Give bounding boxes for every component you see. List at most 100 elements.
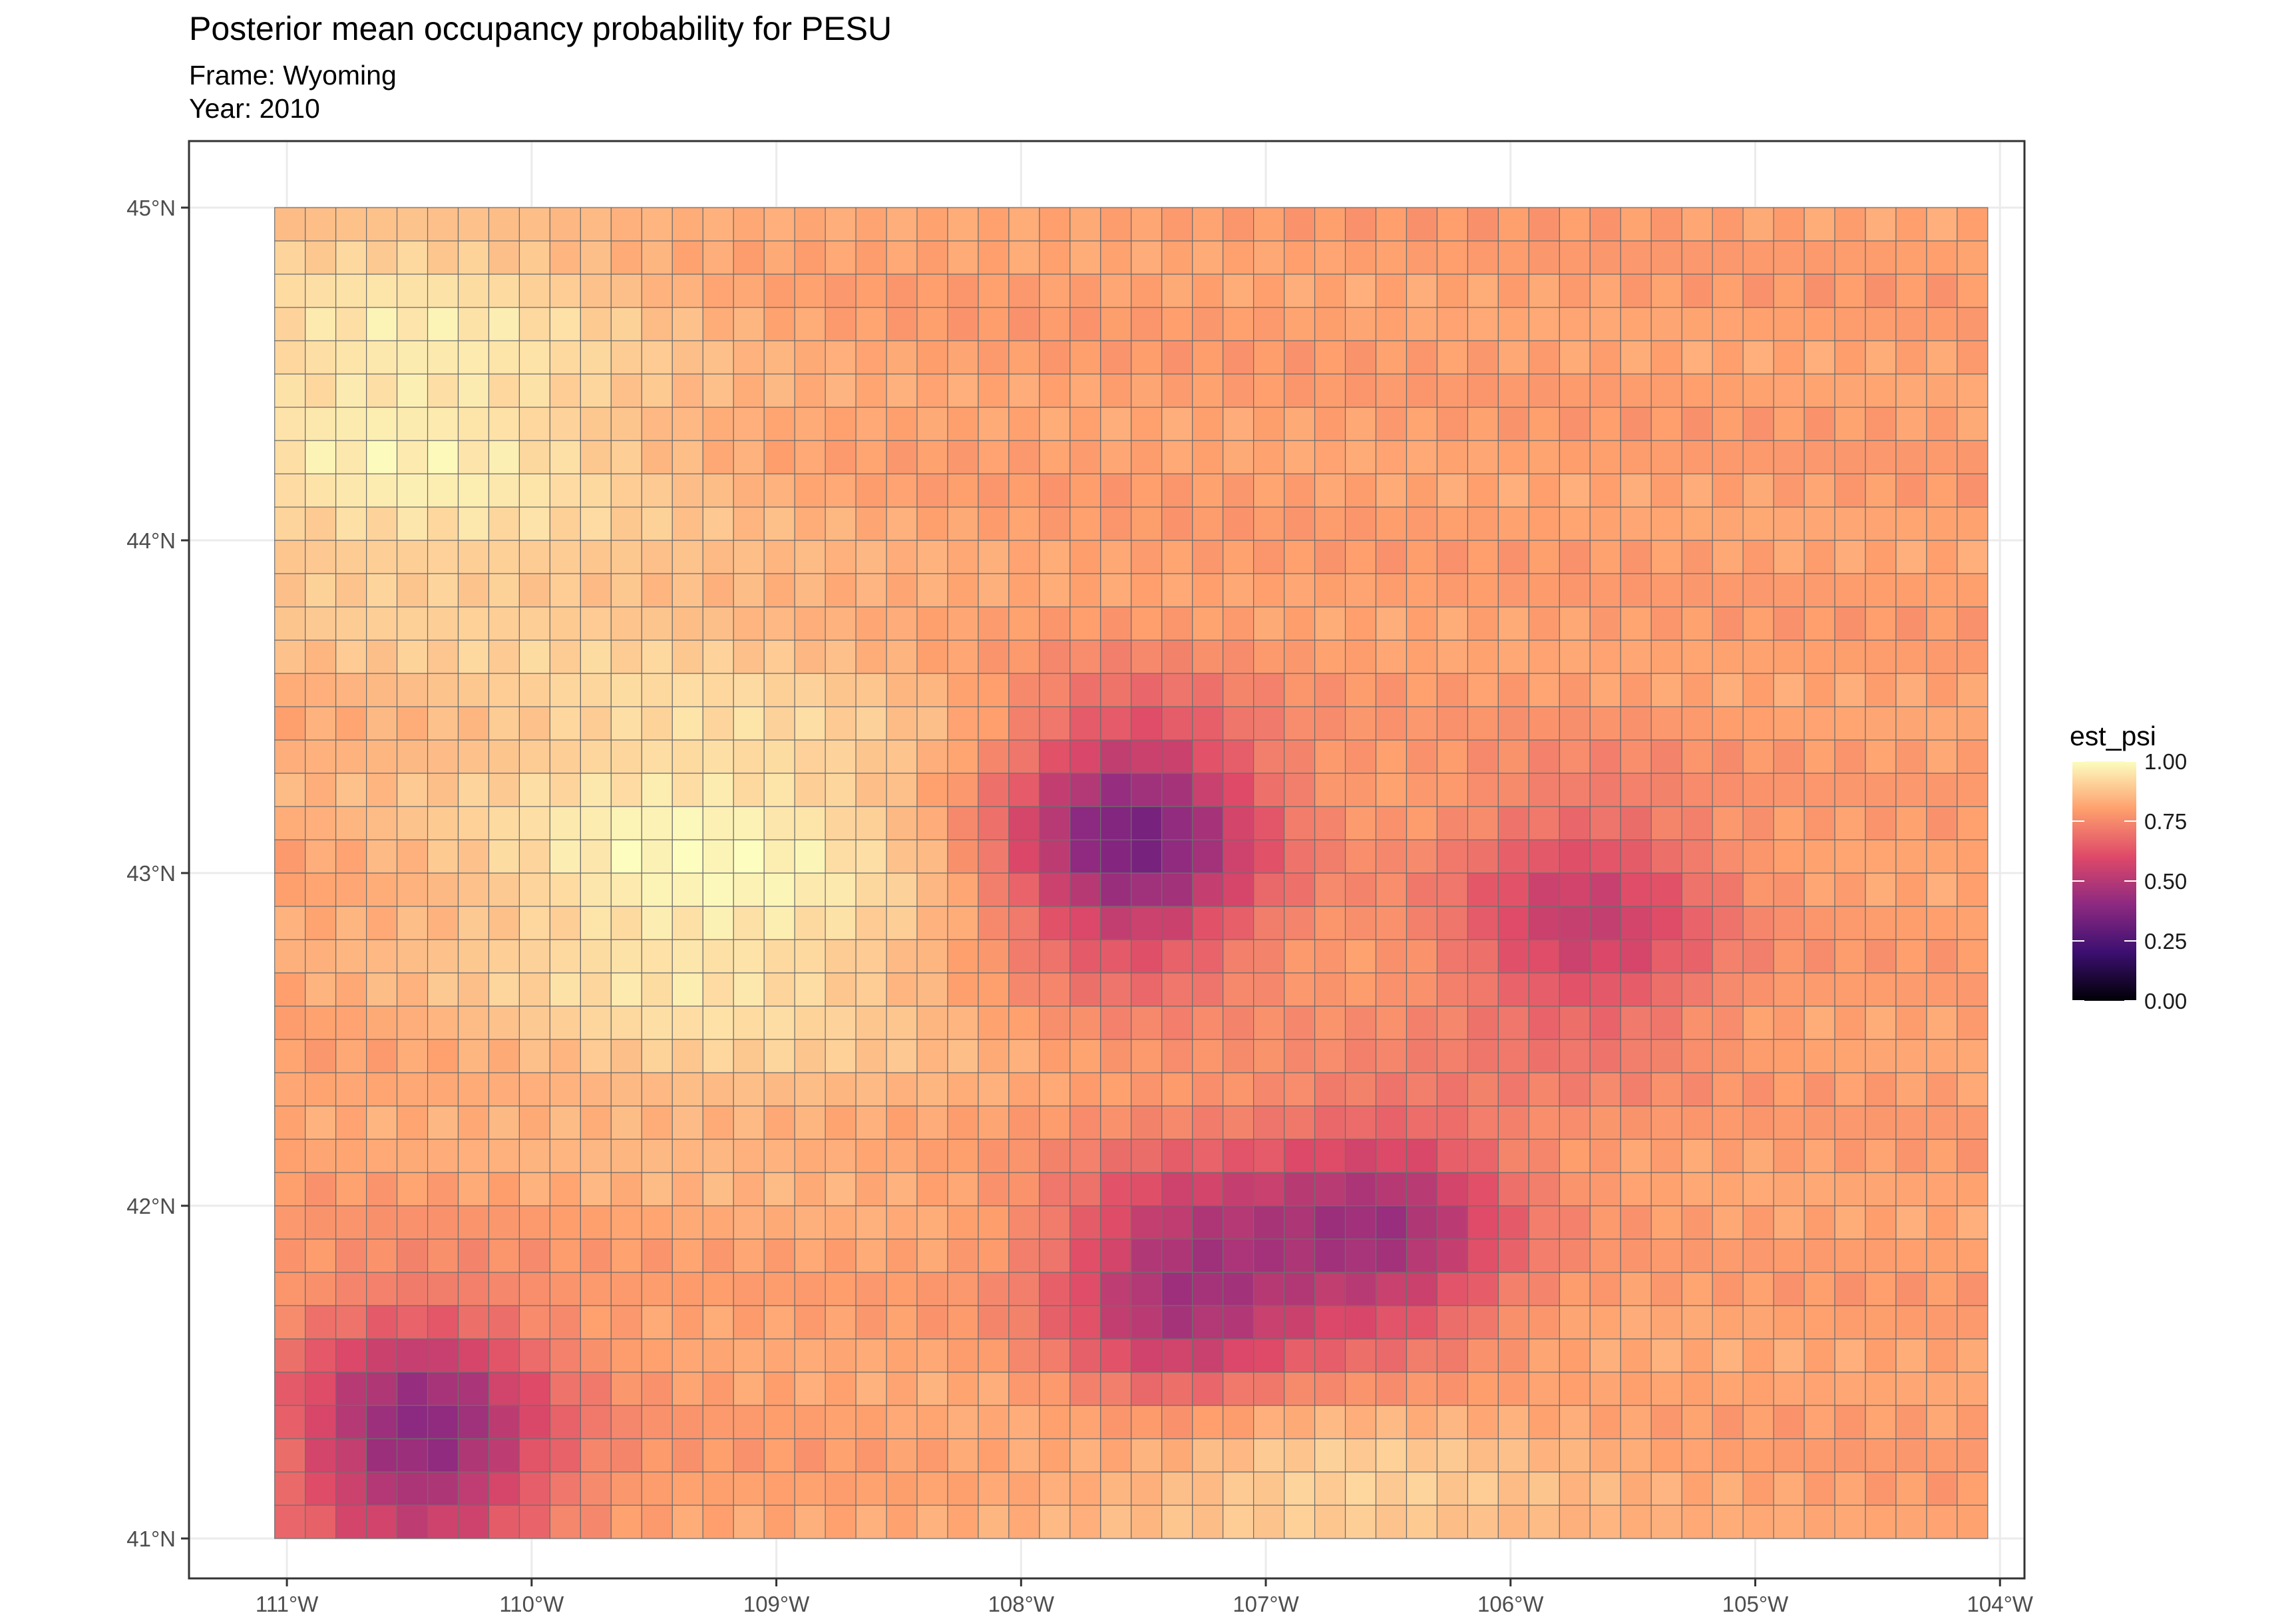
- grid-cell: [1620, 1105, 1652, 1140]
- grid-cell: [396, 1305, 429, 1340]
- grid-cell: [1742, 1072, 1774, 1107]
- grid-cell: [366, 506, 398, 541]
- grid-cell: [274, 540, 306, 574]
- grid-cell: [1895, 373, 1927, 408]
- grid-cell: [1620, 806, 1652, 840]
- grid-cell: [1069, 440, 1101, 474]
- grid-cell: [1406, 1105, 1438, 1140]
- grid-cell: [1742, 906, 1774, 940]
- grid-cell: [1406, 673, 1438, 707]
- grid-cell: [488, 939, 520, 974]
- grid-cell: [1406, 207, 1438, 242]
- grid-cell: [274, 373, 306, 408]
- grid-cell: [1008, 1305, 1040, 1340]
- grid-cell: [274, 773, 306, 807]
- grid-cell: [580, 1405, 612, 1439]
- grid-cell: [1284, 1205, 1316, 1240]
- grid-cell: [1069, 972, 1101, 1007]
- grid-cell: [274, 606, 306, 641]
- grid-cell: [1375, 906, 1408, 940]
- grid-cell: [1559, 1405, 1591, 1439]
- grid-cell: [702, 1039, 734, 1073]
- grid-cell: [1344, 1338, 1377, 1373]
- grid-cell: [1406, 407, 1438, 441]
- grid-cell: [1712, 1139, 1744, 1173]
- grid-cell: [1039, 340, 1071, 375]
- grid-cell: [1039, 1405, 1071, 1439]
- grid-cell: [274, 1371, 306, 1406]
- grid-cell: [1467, 606, 1499, 641]
- grid-cell: [1742, 1105, 1774, 1140]
- grid-cell: [1650, 473, 1682, 508]
- grid-cell: [1406, 1172, 1438, 1206]
- grid-cell: [1192, 606, 1224, 641]
- grid-cell: [1712, 606, 1744, 641]
- grid-cell: [1284, 1139, 1316, 1173]
- grid-cell: [1742, 1371, 1774, 1406]
- grid-cell: [1467, 773, 1499, 807]
- grid-cell: [1620, 307, 1652, 341]
- grid-cell: [1742, 606, 1774, 641]
- grid-cell: [1284, 340, 1316, 375]
- grid-cell: [427, 1172, 459, 1206]
- grid-cell: [1131, 273, 1163, 308]
- grid-cell: [1559, 1205, 1591, 1240]
- grid-cell: [1650, 606, 1682, 641]
- grid-cell: [1742, 1438, 1774, 1473]
- grid-cell: [518, 1272, 551, 1306]
- grid-cell: [1895, 1205, 1927, 1240]
- grid-cell: [1559, 1172, 1591, 1206]
- grid-cell: [947, 706, 979, 741]
- grid-cell: [1100, 273, 1132, 308]
- grid-cell: [978, 1238, 1010, 1273]
- grid-cell: [1865, 1371, 1897, 1406]
- grid-cell: [1131, 806, 1163, 840]
- grid-cell: [855, 573, 887, 608]
- grid-cell: [1161, 373, 1193, 408]
- grid-cell: [1008, 1005, 1040, 1040]
- grid-cell: [518, 473, 551, 508]
- grid-cell: [1344, 806, 1377, 840]
- grid-cell: [886, 1172, 918, 1206]
- grid-cell: [1161, 273, 1193, 308]
- grid-cell: [274, 872, 306, 907]
- grid-cell: [1375, 739, 1408, 774]
- grid-cell: [1497, 773, 1529, 807]
- grid-cell: [1620, 639, 1652, 674]
- grid-cell: [1223, 1471, 1254, 1506]
- grid-cell: [1497, 1471, 1529, 1506]
- grid-cell: [1834, 240, 1866, 275]
- grid-cell: [1681, 939, 1713, 974]
- grid-cell: [1406, 473, 1438, 508]
- x-tick-label: 108°W: [988, 1592, 1055, 1615]
- grid-cell: [549, 673, 581, 707]
- grid-cell: [1375, 1438, 1408, 1473]
- x-tick-label: 111°W: [256, 1592, 319, 1615]
- grid-cell: [855, 673, 887, 707]
- grid-cell: [366, 240, 398, 275]
- grid-cell: [1681, 440, 1713, 474]
- grid-cell: [457, 506, 490, 541]
- grid-cell: [1895, 872, 1927, 907]
- grid-cell: [1100, 1005, 1132, 1040]
- grid-cell: [1742, 972, 1774, 1007]
- grid-cell: [1069, 1172, 1101, 1206]
- grid-cell: [1773, 540, 1805, 574]
- grid-cell: [947, 1172, 979, 1206]
- grid-cell: [733, 1505, 765, 1539]
- grid-cell: [1344, 573, 1377, 608]
- grid-cell: [396, 1272, 429, 1306]
- grid-cell: [825, 773, 857, 807]
- grid-cell: [763, 872, 795, 907]
- grid-cell: [947, 906, 979, 940]
- grid-cell: [1650, 340, 1682, 375]
- grid-cell: [1589, 1238, 1621, 1273]
- grid-cell: [1253, 1405, 1285, 1439]
- grid-cell: [733, 1438, 765, 1473]
- grid-cell: [396, 1105, 429, 1140]
- grid-cell: [916, 373, 948, 408]
- grid-cell: [1957, 307, 1989, 341]
- grid-cell: [1008, 473, 1040, 508]
- grid-cell: [1467, 1405, 1499, 1439]
- grid-cell: [886, 706, 918, 741]
